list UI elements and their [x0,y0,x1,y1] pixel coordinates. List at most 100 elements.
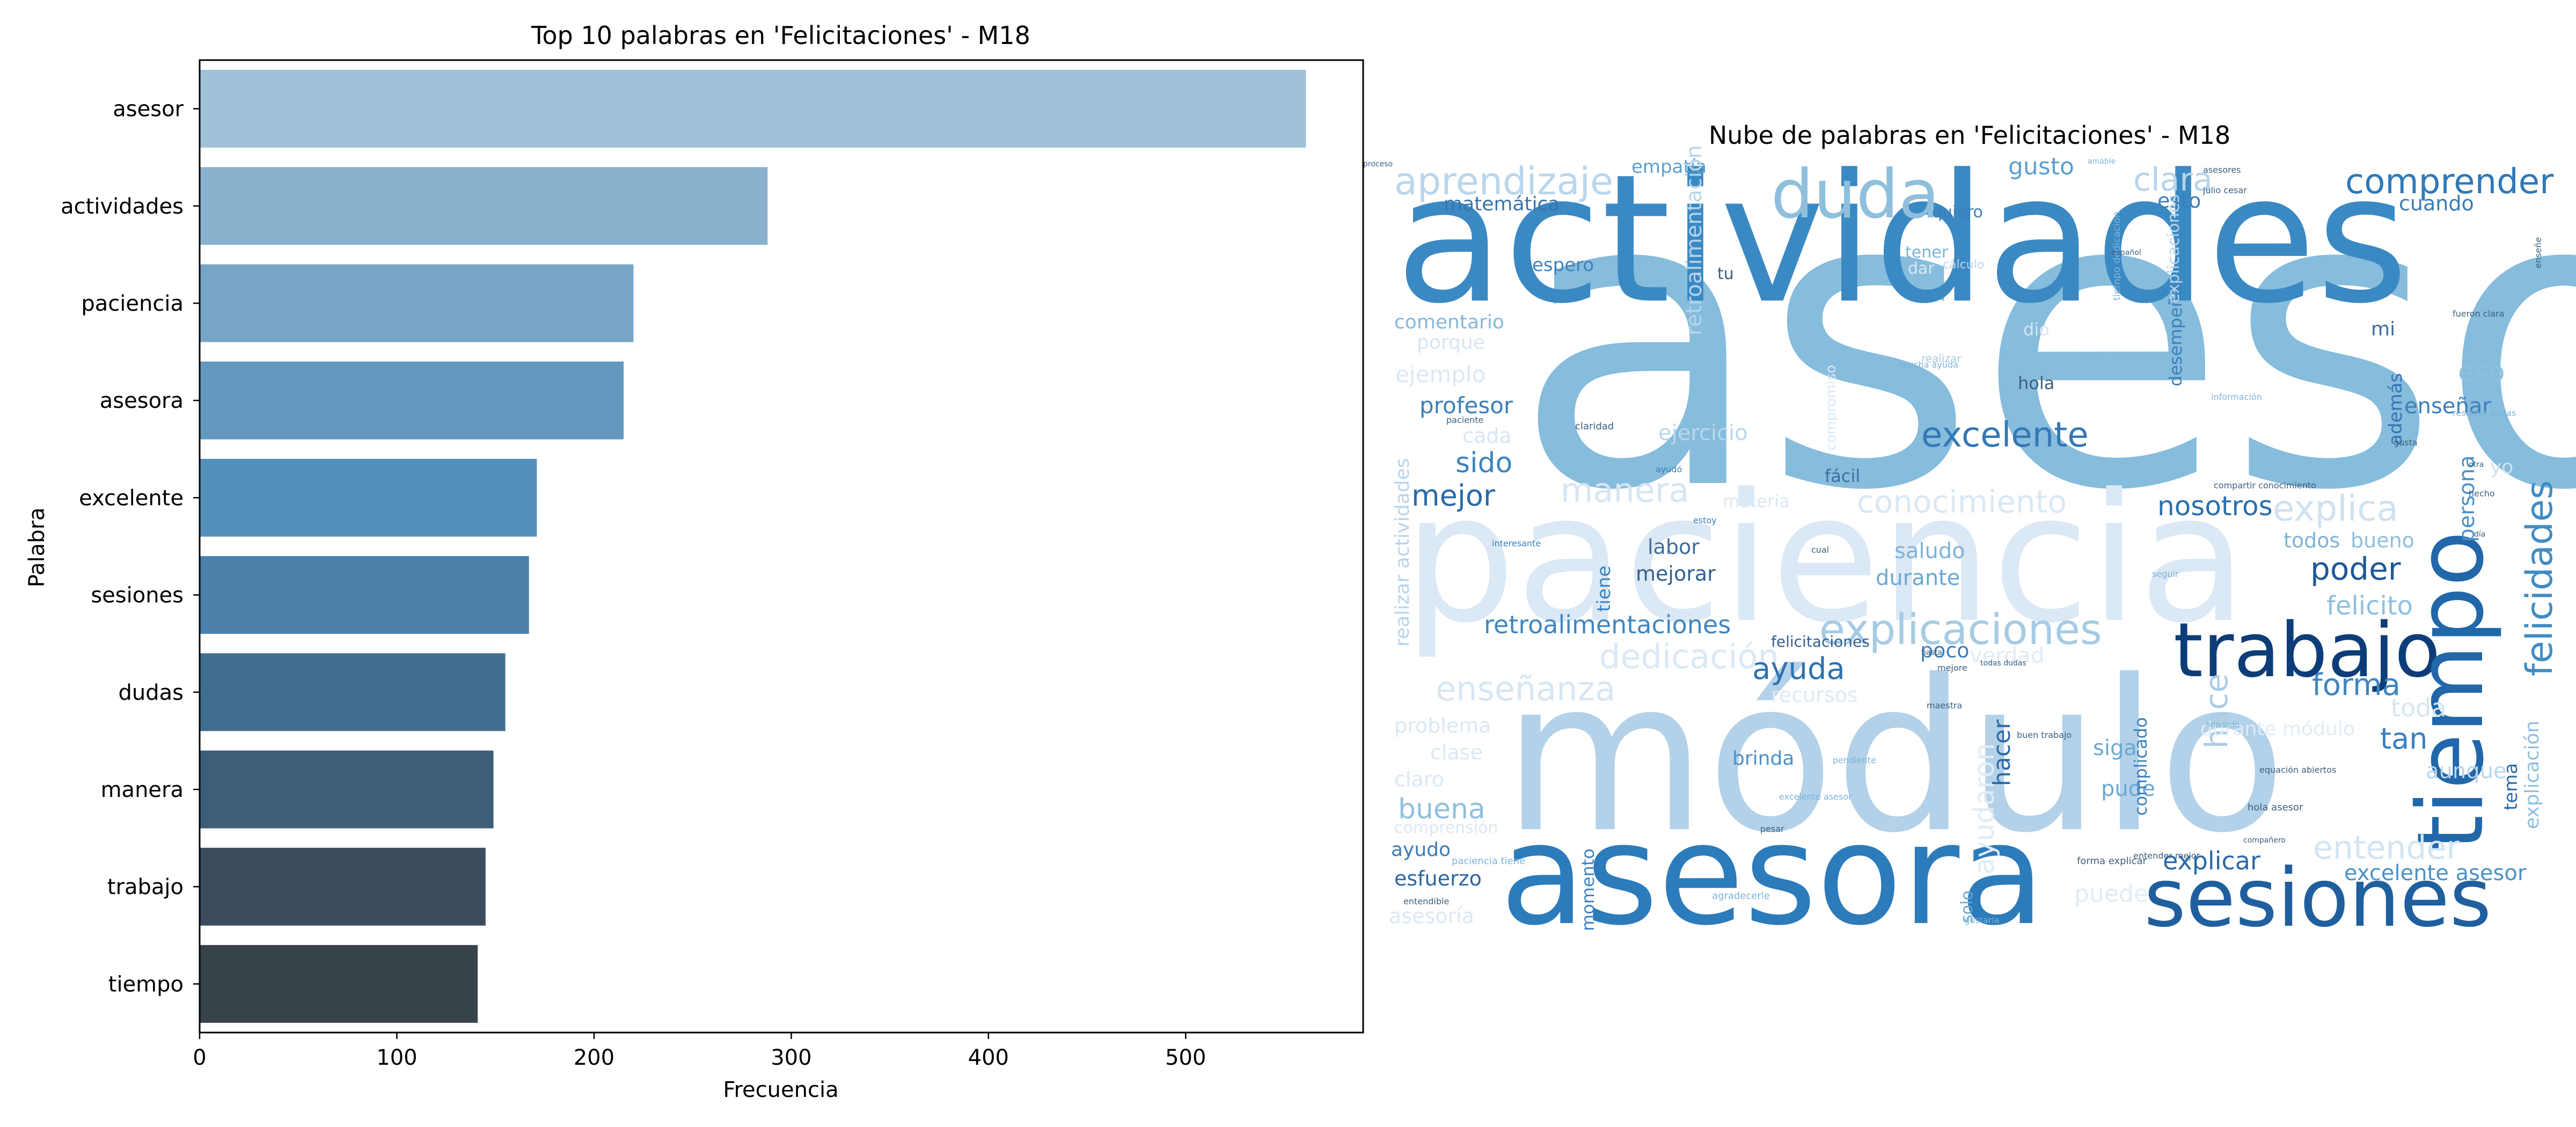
cloud-word: sesiones [2144,852,2492,945]
cloud-word: maestra [1927,700,1962,711]
cloud-word: saludo [1894,539,1965,564]
cloud-word: aprendizaje [1394,159,1613,203]
y-tick-label: asesor [113,97,184,122]
cloud-word: excelente asesor [1779,792,1852,802]
cloud-word: durante módulo [2200,718,2355,740]
cloud-word: enseñar [2404,394,2491,419]
cloud-word: clara [2133,161,2213,199]
y-tick-label: sesiones [91,583,184,608]
cloud-word: bueno [2351,529,2414,552]
cloud-word: julio cesar [2202,185,2247,195]
cloud-word: siga [2093,736,2137,760]
cloud-word: esfuerzo [1394,867,1482,890]
cloud-word: pendiente [1833,755,1876,765]
cloud-word: brinda [1732,748,1794,770]
bar-chart-title: Top 10 palabras en 'Felicitaciones' - M1… [531,21,1030,50]
cloud-word: clase [1430,741,1483,764]
cloud-word: paciencia [1403,456,2247,662]
cloud-word: explica [2273,488,2398,529]
bar-chart-panel: Top 10 palabras en 'Felicitaciones' - M1… [25,21,1364,1102]
cloud-word: profesor [1419,392,1513,419]
cloud-word: eso [2458,356,2505,387]
cloud-word: ayudaron [1968,743,2001,875]
cloud-word: equación abiertos [2259,765,2336,775]
x-axis-label: Frecuencia [723,1078,838,1102]
cloud-word: dedicación [1599,637,1779,676]
cloud-word: yo [2490,456,2513,478]
cloud-word: problema [1394,714,1491,737]
cloud-word: trabajo [2174,607,2440,694]
x-tick-label: 400 [968,1045,1009,1070]
cloud-word: sido [1455,447,1512,479]
cloud-word: duda [1771,156,1940,233]
cloud-word: ayuda [1752,652,1845,686]
cloud-word: manera [1561,471,1689,510]
cloud-word: mucha ayuda [1900,360,1958,370]
cloud-word: tiempo dedicación [2111,211,2123,301]
cloud-word: tema [2500,763,2522,810]
cloud-word: asesora [1500,794,2045,956]
cloud-word: otra [2469,460,2484,469]
cloud-word: desempeño [2165,286,2186,386]
cloud-word: resolver dudas [2453,408,2516,418]
cloud-word: hace [2198,674,2235,749]
cloud-word: verdad [1970,643,2044,668]
cloud-word: enseñanza [1436,669,1615,708]
cloud-word: buen trabajo [2017,730,2072,740]
cloud-word: retroalimentaciones [1484,610,1731,639]
cloud-word: entender mejor [2133,851,2200,861]
cloud-word: enseñe [2533,237,2543,268]
cloud-word: dar [1908,259,1935,278]
cloud-word: hasta [1921,648,1942,657]
cloud-word: paciencia tiene [1452,855,1525,867]
cloud-word: ayudo [1391,839,1451,861]
cloud-word: matemática [1444,193,1560,215]
y-tick-label: tiempo [108,972,184,997]
cloud-word: mejore [1937,663,1967,673]
cloud-word: poco [1920,639,1970,662]
cloud-word: gustaría [1964,915,2000,925]
cloud-word: hola asesor [2248,802,2303,813]
cloud-word: además [2385,373,2406,445]
cloud-word: compartir conocimiento [2214,480,2316,491]
cloud-word: espero [1532,254,1594,276]
cloud-word: asesor [1513,105,2576,580]
cloud-word: asesores [2203,165,2241,175]
cloud-word: forma explicar [2077,855,2147,867]
cloud-word: agradecerle [1712,890,1770,902]
cloud-word: excelente asesor [2344,861,2527,885]
cloud-word: comprender [2345,162,2554,202]
y-tick-label: asesora [100,389,184,413]
cloud-word: recursos [1771,683,1858,707]
cloud-word: cada [1462,424,1512,448]
cloud-word: fácil [1825,466,1860,486]
cloud-word: información [2211,392,2262,402]
cloud-word: cual [1811,545,1829,555]
cloud-word: porque [1417,332,1485,354]
bar-group [200,70,1306,1023]
y-tick-label: trabajo [107,875,184,899]
cloud-word: día [2474,530,2485,539]
cloud-word: tiene [1593,566,1615,612]
cloud-word: todos [2284,529,2340,552]
cloud-word: todas dudas [1980,659,2026,668]
bar-actividades [200,167,768,245]
cloud-word: puede [2074,880,2148,908]
cloud-word: felicitaciones [1771,633,1870,650]
cloud-word: tu [1717,265,1734,283]
cloud-word: comentario [1394,311,1504,333]
cloud-word: forma [2312,668,2401,702]
cloud-word: cálculo [1943,258,1984,272]
cloud-word: realizar [1921,352,1962,365]
cloud-word: conocimiento [1857,484,2067,520]
bar-tiempo [200,945,478,1023]
cloud-word: pude [2101,777,2155,801]
cloud-word: explicaciones [1819,606,2102,654]
cloud-word: retroalimentación [1682,145,1707,335]
x-tick-label: 300 [771,1045,811,1070]
cloud-word: mejorar [1636,562,1716,586]
cloud-word: poder [2310,551,2401,587]
cloud-word: persona [2455,455,2479,542]
cloud-word: buena [1398,793,1485,825]
